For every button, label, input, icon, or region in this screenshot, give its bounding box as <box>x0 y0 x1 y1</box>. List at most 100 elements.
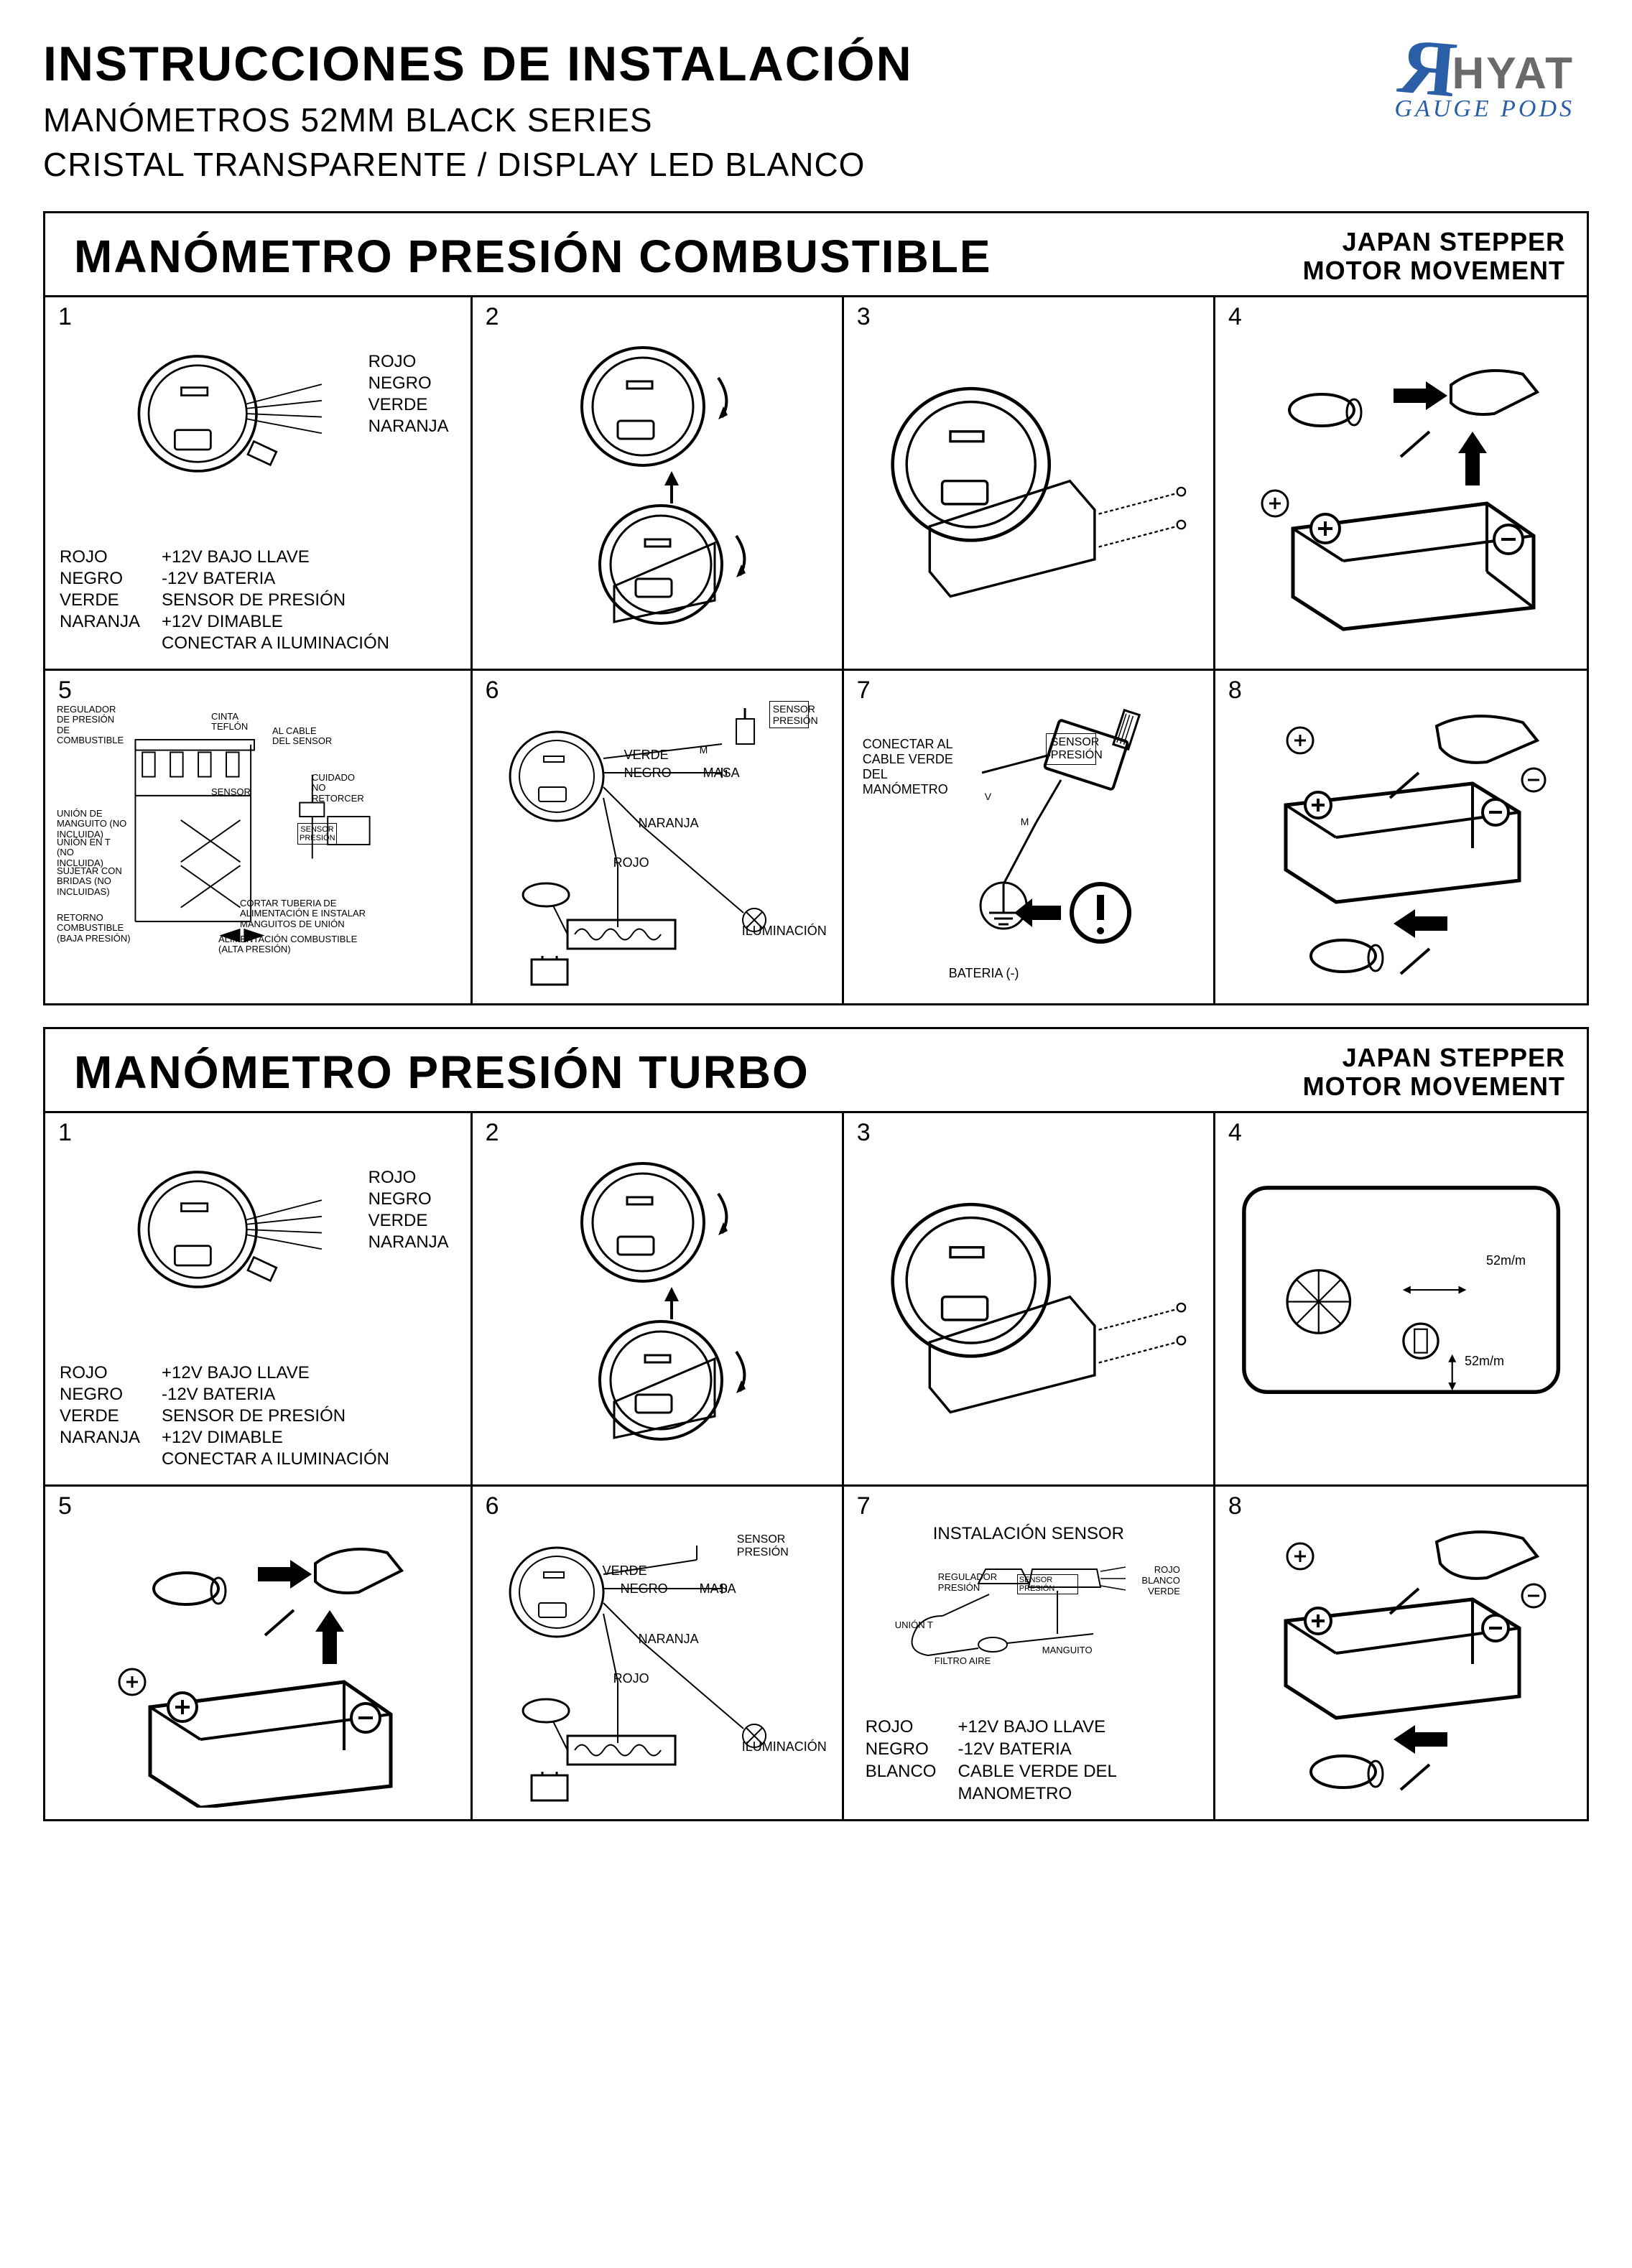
section2-sub2: MOTOR MOVEMENT <box>1303 1072 1565 1101</box>
st-negro: NEGRO <box>866 1738 937 1760</box>
label-rojo: ROJO <box>613 1671 649 1686</box>
page-header: INSTRUCCIONES DE INSTALACIÓN MANÓMETROS … <box>43 36 1589 190</box>
wire-verde: VERDE <box>368 1210 449 1232</box>
logo-r-icon: R <box>1396 34 1459 102</box>
sensor-ground-diagram: CONECTAR AL CABLE VERDE DEL MANÓMETRO SE… <box>856 705 1202 992</box>
section1-title: MANÓMETRO PRESIÓN COMBUSTIBLE <box>74 230 992 283</box>
logo-brand-name: HYAT <box>1452 48 1575 99</box>
section2-sub1: JAPAN STEPPER <box>1303 1044 1565 1072</box>
s1-step8: 8 <box>1215 671 1587 1003</box>
step-number: 4 <box>1228 303 1242 331</box>
wt-naranja-d: +12V DIMABLE <box>162 611 456 633</box>
section2-grid: 1 ROJO NEGRO VERDE NARANJA ROJO +12V BAJ… <box>43 1111 1589 1821</box>
wire-description-table: ROJO +12V BAJO LLAVE NEGRO -12V BATERIA … <box>60 1362 456 1470</box>
step-number: 7 <box>857 677 871 705</box>
label-sensor-presion: SENSOR PRESIÓN <box>1017 1574 1078 1594</box>
battery-connect-diagram <box>57 1520 459 1808</box>
section2-subtitle: JAPAN STEPPER MOTOR MOVEMENT <box>1303 1044 1565 1100</box>
wire-naranja: NARANJA <box>368 1232 449 1253</box>
wt-verde: VERDE <box>60 590 140 611</box>
gauge-bracket-diagram <box>484 1151 830 1452</box>
s1-step6: 6 SENSOR PRESIÓN VERDE NEGRO MASA M NARA… <box>473 671 844 1003</box>
s2-step7: 7 INSTALACIÓN SENSOR REGULADOR PRESIÓN S… <box>844 1487 1215 1819</box>
wt-naranja-d2: CONECTAR A ILUMINACIÓN <box>162 1449 456 1470</box>
wt-naranja: NARANJA <box>60 1427 140 1449</box>
label-iluminacion: ILUMINACIÓN <box>742 1739 827 1755</box>
battery-disconnect-diagram <box>1227 1520 1575 1808</box>
label-sensor-presion: SENSOR PRESIÓN <box>769 701 809 728</box>
wire-negro: NEGRO <box>368 373 449 394</box>
s2-step8: 8 <box>1215 1487 1587 1819</box>
s1-step7: 7 CONECTAR AL CABLE VERDE DEL MANÓMETRO … <box>844 671 1215 1003</box>
wt-rojo-d: +12V BAJO LLAVE <box>162 547 456 568</box>
s1-step4: 4 <box>1215 297 1587 671</box>
step-number: 1 <box>58 1119 72 1147</box>
step-number: 6 <box>486 1492 499 1520</box>
step-number: 3 <box>857 1119 871 1147</box>
dim-label-1: 52m/m <box>1486 1253 1526 1268</box>
s1-step5: 5 REGULADOR DE PRESIÓN DE COMBUSTIBLE CI… <box>45 671 473 1003</box>
step-number: 5 <box>58 1492 72 1520</box>
wt-negro: NEGRO <box>60 1384 140 1405</box>
label-union-t: UNIÓN T <box>895 1619 933 1630</box>
wt-rojo: ROJO <box>60 547 140 568</box>
s1-step2: 2 <box>473 297 844 671</box>
st-negro-d: -12V BATERIA <box>958 1738 1198 1760</box>
step-number: 4 <box>1228 1119 1242 1147</box>
label-verde: VERDE <box>624 748 669 763</box>
turbo-sensor-table: ROJO +12V BAJO LLAVE NEGRO -12V BATERIA … <box>866 1716 1199 1805</box>
wt-naranja: NARANJA <box>60 611 140 633</box>
s1-step1: 1 ROJO NEGRO VERDE NARANJA ROJO +12V BAJ… <box>45 297 473 671</box>
label-regulador: REGULADOR PRESIÓN <box>938 1571 988 1593</box>
step-number: 7 <box>857 1492 871 1520</box>
label-iluminacion: ILUMINACIÓN <box>742 924 827 939</box>
label-filtro: FILTRO AIRE <box>935 1655 991 1666</box>
wt-verde-d: SENSOR DE PRESIÓN <box>162 1405 456 1427</box>
gauge-mount-diagram <box>856 363 1202 615</box>
subtitle-2: CRISTAL TRANSPARENTE / DISPLAY LED BLANC… <box>43 145 913 184</box>
wt-rojo: ROJO <box>60 1362 140 1384</box>
wiring-schematic-diagram: SENSOR PRESIÓN VERDE NEGRO MASA M NARANJ… <box>484 705 830 992</box>
wt-negro: NEGRO <box>60 568 140 590</box>
step-number: 2 <box>486 303 499 331</box>
wire-color-labels: ROJO NEGRO VERDE NARANJA <box>368 351 449 437</box>
wt-naranja-d: +12V DIMABLE <box>162 1427 456 1449</box>
header-text-block: INSTRUCCIONES DE INSTALACIÓN MANÓMETROS … <box>43 36 913 190</box>
label-blanco: BLANCO <box>1141 1575 1179 1586</box>
label-m: M <box>700 744 708 756</box>
dash-template-diagram <box>1227 1172 1575 1423</box>
step-number: 1 <box>58 303 72 331</box>
turbo-sensor-diagram: REGULADOR PRESIÓN SENSOR PRESIÓN ROJO BL… <box>856 1551 1202 1673</box>
st-blanco: BLANCO <box>866 1760 937 1783</box>
battery-connect-diagram <box>1227 335 1575 636</box>
brand-logo: R HYAT GAUGE PODS <box>1394 36 1589 123</box>
wire-rojo: ROJO <box>368 351 449 373</box>
wire-naranja: NARANJA <box>368 416 449 437</box>
main-title: INSTRUCCIONES DE INSTALACIÓN <box>43 36 913 92</box>
label-rojo: ROJO <box>613 855 649 870</box>
gauge-back-icon <box>113 342 374 485</box>
label-v: V <box>985 791 991 802</box>
battery-disconnect-diagram <box>1227 705 1575 992</box>
gauge-mount-diagram <box>856 1179 1202 1431</box>
st-blanco-d2: MANOMETRO <box>958 1783 1198 1805</box>
s2-step5: 5 <box>45 1487 473 1819</box>
wire-rojo: ROJO <box>368 1167 449 1189</box>
wire-description-table: ROJO +12V BAJO LLAVE NEGRO -12V BATERIA … <box>60 547 456 654</box>
section1-subtitle: JAPAN STEPPER MOTOR MOVEMENT <box>1303 228 1565 284</box>
label-masa: MASA <box>703 766 740 781</box>
section1-title-row: MANÓMETRO PRESIÓN COMBUSTIBLE JAPAN STEP… <box>43 211 1589 295</box>
st-blanco-d: CABLE VERDE DEL <box>958 1760 1198 1783</box>
wt-verde: VERDE <box>60 1405 140 1427</box>
s2-step4: 4 52m/m 52m/m <box>1215 1113 1587 1487</box>
label-bateria: BATERIA (-) <box>949 966 1019 981</box>
section2-title-row: MANÓMETRO PRESIÓN TURBO JAPAN STEPPER MO… <box>43 1027 1589 1111</box>
turbo-sensor-title: INSTALACIÓN SENSOR <box>856 1524 1202 1544</box>
label-verde: VERDE <box>1148 1586 1180 1597</box>
label-m: M <box>1021 816 1029 827</box>
s1-step3: 3 <box>844 297 1215 671</box>
step-number: 3 <box>857 303 871 331</box>
label-sensor-presion: SENSOR PRESIÓN <box>737 1533 787 1559</box>
label-negro: NEGRO <box>624 766 672 781</box>
label-naranja: NARANJA <box>639 816 699 831</box>
